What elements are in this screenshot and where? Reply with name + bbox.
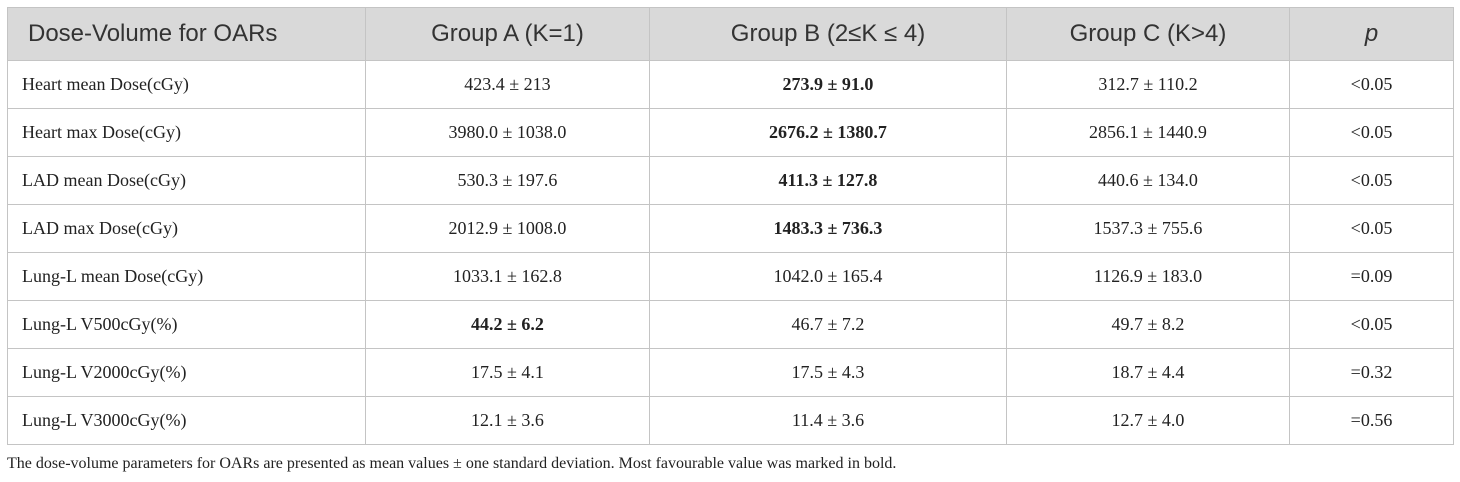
group-b-value: 411.3 ± 127.8 [649, 156, 1007, 205]
dose-volume-table: Dose-Volume for OARs Group A (K=1) Group… [7, 7, 1454, 445]
group-b-value: 1042.0 ± 165.4 [649, 252, 1007, 301]
row-label: LAD mean Dose(cGy) [7, 156, 366, 205]
group-a-value: 530.3 ± 197.6 [365, 156, 650, 205]
header-oar: Dose-Volume for OARs [7, 7, 366, 61]
group-c-value: 2856.1 ± 1440.9 [1006, 108, 1290, 157]
header-group-a: Group A (K=1) [365, 7, 650, 61]
header-group-c: Group C (K>4) [1006, 7, 1290, 61]
table-row: LAD mean Dose(cGy) 530.3 ± 197.6 411.3 ± 1… [7, 156, 1454, 205]
group-a-value: 17.5 ± 4.1 [365, 348, 650, 397]
header-group-b: Group B (2≤K ≤ 4) [649, 7, 1007, 61]
row-label: Lung-L V2000cGy(%) [7, 348, 366, 397]
group-b-value: 11.4 ± 3.6 [649, 396, 1007, 445]
group-b-value: 2676.2 ± 1380.7 [649, 108, 1007, 157]
row-label: Lung-L mean Dose(cGy) [7, 252, 366, 301]
table-row: Heart max Dose(cGy) 3980.0 ± 1038.0 2676.2… [7, 108, 1454, 157]
table-footnote: The dose-volume parameters for OARs are … [7, 455, 897, 472]
p-value: <0.05 [1289, 60, 1454, 109]
table-row: LAD max Dose(cGy) 2012.9 ± 1008.0 1483.3 ±… [7, 204, 1454, 253]
table-row: Lung-L V2000cGy(%) 17.5 ± 4.1 17.5 ± 4.3 18… [7, 348, 1454, 397]
group-c-value: 312.7 ± 110.2 [1006, 60, 1290, 109]
p-value: <0.05 [1289, 204, 1454, 253]
table-container: Dose-Volume for OARs Group A (K=1) Group… [7, 7, 1454, 445]
group-a-value: 12.1 ± 3.6 [365, 396, 650, 445]
group-c-value: 49.7 ± 8.2 [1006, 300, 1290, 349]
table-row: Lung-L mean Dose(cGy) 1033.1 ± 162.8 1042.… [7, 252, 1454, 301]
group-b-value: 1483.3 ± 736.3 [649, 204, 1007, 253]
group-b-value: 17.5 ± 4.3 [649, 348, 1007, 397]
group-c-value: 1126.9 ± 183.0 [1006, 252, 1290, 301]
table-row: Heart mean Dose(cGy) 423.4 ± 213 273.9 ± 9… [7, 60, 1454, 109]
group-b-value: 46.7 ± 7.2 [649, 300, 1007, 349]
group-a-value: 3980.0 ± 1038.0 [365, 108, 650, 157]
row-label: Lung-L V500cGy(%) [7, 300, 366, 349]
p-value: <0.05 [1289, 300, 1454, 349]
row-label: Heart max Dose(cGy) [7, 108, 366, 157]
header-row: Dose-Volume for OARs Group A (K=1) Group… [7, 7, 1454, 61]
table-row: Lung-L V500cGy(%) 44.2 ± 6.2 46.7 ± 7.2 49.… [7, 300, 1454, 349]
group-c-value: 440.6 ± 134.0 [1006, 156, 1290, 205]
header-p-value: p [1289, 7, 1454, 61]
group-a-value: 423.4 ± 213 [365, 60, 650, 109]
p-value: =0.32 [1289, 348, 1454, 397]
table-body: Heart mean Dose(cGy) 423.4 ± 213 273.9 ± 9… [7, 60, 1454, 445]
group-c-value: 18.7 ± 4.4 [1006, 348, 1290, 397]
group-c-value: 12.7 ± 4.0 [1006, 396, 1290, 445]
p-value: <0.05 [1289, 108, 1454, 157]
group-b-value: 273.9 ± 91.0 [649, 60, 1007, 109]
group-a-value: 2012.9 ± 1008.0 [365, 204, 650, 253]
p-value: =0.56 [1289, 396, 1454, 445]
group-a-value: 44.2 ± 6.2 [365, 300, 650, 349]
row-label: Heart mean Dose(cGy) [7, 60, 366, 109]
row-label: Lung-L V3000cGy(%) [7, 396, 366, 445]
group-c-value: 1537.3 ± 755.6 [1006, 204, 1290, 253]
p-value: =0.09 [1289, 252, 1454, 301]
table-row: Lung-L V3000cGy(%) 12.1 ± 3.6 11.4 ± 3.6 12… [7, 396, 1454, 445]
group-a-value: 1033.1 ± 162.8 [365, 252, 650, 301]
p-value: <0.05 [1289, 156, 1454, 205]
row-label: LAD max Dose(cGy) [7, 204, 366, 253]
